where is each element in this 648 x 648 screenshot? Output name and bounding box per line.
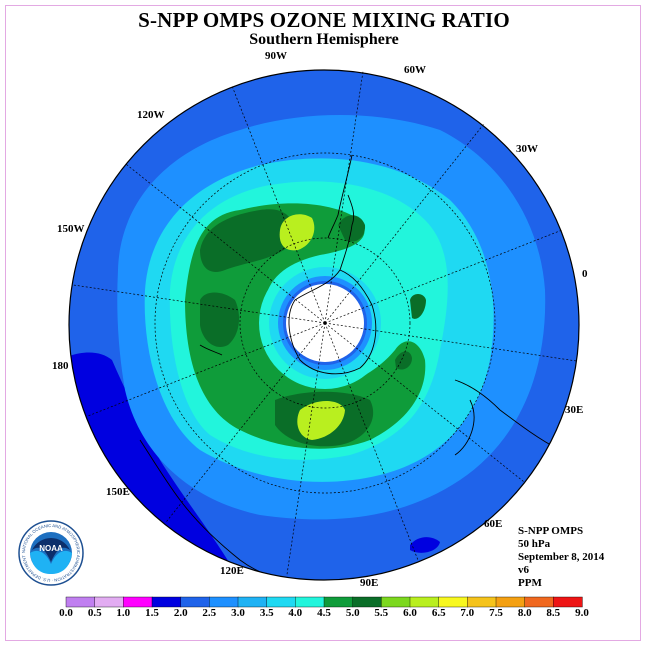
meridian-lines (72, 70, 578, 576)
colorbar-tick-label: 1.5 (145, 607, 159, 619)
ozone-contour-5-0-dateline (200, 292, 240, 348)
lon-label-150w: 150W (57, 223, 85, 235)
meridian-line (324, 322, 578, 362)
meridian-line (324, 322, 525, 483)
colorbar-tick-label: 6.0 (403, 607, 417, 619)
antarctica-coastline (288, 269, 377, 375)
meridian-line (324, 70, 364, 324)
ozone-contour-5-0-west (200, 209, 294, 272)
antarctic-peninsula-coastline (339, 194, 355, 271)
info-version: v6 (518, 564, 529, 576)
meridian-line (286, 322, 326, 576)
colorbar-tick-label: 8.5 (546, 607, 561, 619)
info-level: 50 hPa (518, 538, 551, 550)
lon-label-120e: 120E (220, 565, 244, 577)
lon-label-90w: 90W (265, 50, 287, 62)
lon-label-0: 0 (582, 268, 588, 280)
ross-island-coastline (199, 344, 223, 356)
colorbar-tick-label: 7.5 (489, 607, 503, 619)
ozone-field (69, 70, 579, 580)
logo-bird-icon (32, 538, 70, 562)
ozone-contour-2-0-east (410, 537, 440, 553)
meridian-line (72, 284, 326, 324)
logo-wave-icon (30, 550, 72, 574)
colorbar-tick-label: 5.5 (374, 607, 389, 619)
info-units: PPM (518, 577, 542, 589)
lon-label-60w: 60W (404, 64, 426, 76)
map-subtitle: Southern Hemisphere (249, 31, 399, 48)
lon-label-180: 180 (52, 360, 69, 372)
page-frame (5, 5, 641, 641)
meridian-line (165, 322, 326, 523)
colorbar-tick-label: 4.5 (317, 607, 331, 619)
colorbar-tick-label: 3.5 (259, 607, 274, 619)
logo-text: NOAA (39, 544, 63, 553)
ozone-contour-5-5-west (279, 214, 315, 251)
colorbar-tick-label: 9.0 (575, 607, 589, 619)
info-block: S-NPP OMPS 50 hPa September 8, 2014 v6 P… (518, 525, 604, 590)
colorbar-tick-label: 4.0 (288, 607, 303, 619)
lon-label-150e: 150E (106, 486, 130, 498)
latitude-circle-70s (239, 237, 411, 409)
colorbar-tick-label: 0.5 (87, 607, 102, 619)
ozone-contour-4-5 (185, 203, 426, 449)
ozone-contour-5-0-east (410, 294, 426, 319)
lon-label-120w: 120W (137, 109, 165, 121)
meridian-line (231, 85, 326, 324)
meridian-line (324, 322, 419, 561)
map-boundary (68, 69, 580, 581)
info-date: September 8, 2014 (518, 551, 605, 563)
noaa-logo: NATIONAL OCEANIC AND ATMOSPHERIC ADMINIS… (18, 520, 84, 586)
colorbar-tick-label: 6.5 (431, 607, 446, 619)
map-title: S-NPP OMPS OZONE MIXING RATIO (138, 8, 510, 32)
lon-label-90e: 90E (360, 577, 379, 589)
south-pole-marker (323, 321, 327, 325)
colorbar-tick-label: 8.0 (517, 607, 532, 619)
colorbar-tick-label: 7.0 (460, 607, 475, 619)
lon-label-30w: 30W (516, 143, 538, 155)
graticule (72, 70, 578, 576)
meridian-line (125, 163, 326, 324)
colorbar-tick-label: 1.0 (116, 607, 131, 619)
meridian-line (324, 123, 485, 324)
ozone-contour-5-5-south (297, 401, 345, 440)
meridian-line (324, 229, 563, 324)
ozone-contour-5-0-east-small (395, 351, 412, 370)
lon-label-60e: 60E (484, 518, 503, 530)
colorbar-tick-label: 2.5 (202, 607, 217, 619)
colorbar-tick-label: 5.0 (345, 607, 360, 619)
meridian-line (87, 322, 326, 417)
lon-label-30e: 30E (565, 404, 584, 416)
colorbar-tick-label: 3.0 (231, 607, 245, 619)
info-instrument: S-NPP OMPS (518, 525, 584, 537)
colorbar-tick-label: 2.0 (173, 607, 188, 619)
latitude-circle-50s (154, 152, 496, 494)
colorbar-tick-label: 0.0 (59, 607, 73, 619)
africa-coastline (454, 379, 561, 456)
